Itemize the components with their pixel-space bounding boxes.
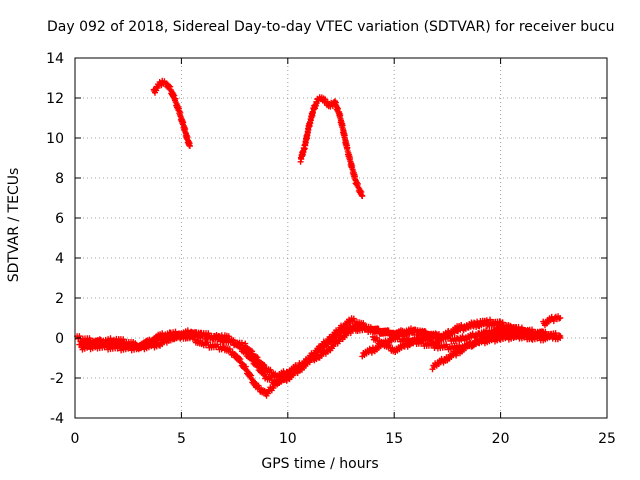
y-axis-label: SDTVAR / TECUs xyxy=(6,167,22,283)
y-tick-label: 2 xyxy=(55,291,64,307)
data-points-arc-1 xyxy=(150,77,193,149)
chart-title: Day 092 of 2018, Sidereal Day-to-day VTE… xyxy=(47,19,615,35)
y-tick-label: -2 xyxy=(50,371,64,387)
y-tick-label: 0 xyxy=(55,331,64,347)
series-track-7 xyxy=(369,333,440,355)
x-tick-label: 5 xyxy=(177,431,186,447)
data-points-track-3 xyxy=(74,321,366,381)
y-tick-label: 6 xyxy=(55,211,64,227)
data-points-tail-1 xyxy=(540,313,564,329)
y-tick-label: 14 xyxy=(46,51,64,67)
series-arc-2 xyxy=(297,94,366,199)
data-points-arc-2 xyxy=(297,94,366,199)
x-tick-label: 0 xyxy=(71,431,80,447)
data-points-track-7 xyxy=(369,333,440,355)
axis-ticks: 0 5 10 15 20 25 -4 -2 0 2 4 6 8 10 12 14 xyxy=(46,51,616,447)
series-arc-1 xyxy=(150,77,193,149)
series-tail-1 xyxy=(540,313,564,329)
y-tick-label: 4 xyxy=(55,251,64,267)
x-axis-label: GPS time / hours xyxy=(261,456,379,472)
x-tick-label: 10 xyxy=(279,431,297,447)
y-tick-label: 8 xyxy=(55,171,64,187)
series-track-3 xyxy=(74,321,366,381)
y-tick-label: 12 xyxy=(46,91,64,107)
x-tick-label: 25 xyxy=(598,431,616,447)
x-tick-label: 20 xyxy=(492,431,510,447)
y-tick-label: -4 xyxy=(50,411,64,427)
plot-frame xyxy=(74,57,608,419)
x-tick-label: 15 xyxy=(385,431,403,447)
y-tick-label: 10 xyxy=(46,131,64,147)
plot-area xyxy=(74,77,564,399)
